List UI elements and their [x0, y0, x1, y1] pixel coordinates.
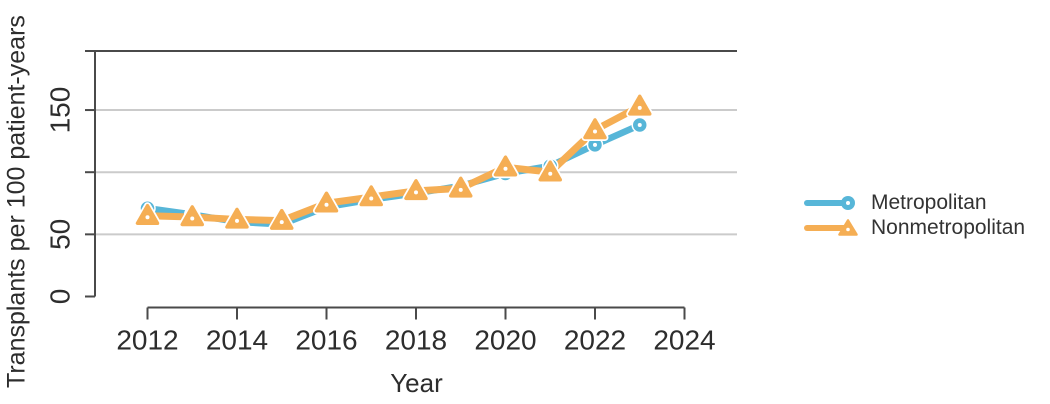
legend-marker-dot: [846, 201, 850, 205]
x-tick-label: 2018: [385, 324, 447, 355]
nonmetropolitan-marker-2021: [538, 160, 562, 182]
x-tick-label: 2020: [474, 324, 536, 355]
nonmetropolitan-marker-2022: [583, 118, 607, 140]
nonmetropolitan-marker-2023: [628, 94, 652, 116]
nonmetropolitan-line: [144, 102, 644, 225]
marker-center-dot: [458, 187, 463, 192]
y-tick-label: 50: [44, 219, 75, 250]
marker-center-dot: [145, 215, 150, 220]
y-tick-label: 0: [44, 289, 75, 305]
x-tick-label: 2012: [116, 324, 178, 355]
metropolitan-line: [144, 121, 643, 228]
x-tick-label: 2014: [206, 324, 268, 355]
y-tick-label: 150: [44, 87, 75, 134]
marker-center-dot: [235, 218, 239, 223]
legend-triangle-marker: [838, 219, 858, 236]
x-axis-title: Year: [390, 368, 443, 398]
marker-center-dot: [279, 220, 284, 225]
marker-center-dot: [324, 202, 329, 207]
nonmetropolitan-marker-2016: [314, 191, 339, 213]
nonmetropolitan-marker-2012: [135, 203, 160, 225]
nonmetropolitan-line-triangle-swatch-icon: [804, 219, 858, 236]
legend-item-metropolitan: Metropolitan: [804, 192, 1025, 214]
x-tick-label: 2016: [295, 324, 357, 355]
legend: Metropolitan Nonmetropolitan: [804, 192, 1025, 239]
metropolitan-line-circle-swatch-icon: [804, 196, 855, 210]
x-tick-label: 2022: [564, 324, 626, 355]
nonmetropolitan-marker-2014: [225, 207, 249, 229]
marker-center-dot: [548, 171, 553, 176]
marker-center-dot: [593, 129, 597, 134]
x-tick-label: 2024: [653, 324, 715, 355]
marker-center-dot: [414, 190, 418, 195]
nonmetropolitan-marker-2015: [270, 208, 294, 230]
legend-label-nonmetropolitan: Nonmetropolitan: [871, 216, 1026, 239]
marker-center-dot: [637, 105, 642, 110]
marker-center-dot: [503, 166, 508, 171]
nonmetropolitan-marker-2017: [359, 185, 383, 207]
legend-label-metropolitan: Metropolitan: [871, 191, 987, 214]
nonmetropolitan-marker-2013: [180, 205, 204, 227]
legend-item-nonmetropolitan: Nonmetropolitan: [804, 217, 1025, 239]
nonmetropolitan-marker-2018: [404, 179, 428, 201]
nonmetropolitan-marker-2020: [493, 155, 518, 177]
y-axis-title: Transplants per 100 patient-years: [2, 15, 31, 389]
legend-marker-dot: [846, 227, 850, 232]
marker-center-dot: [190, 216, 195, 221]
nonmetropolitan-marker-2019: [449, 176, 473, 198]
marker-center-dot: [369, 196, 374, 201]
marker-center-dot: [593, 142, 597, 147]
marker-center-dot: [637, 122, 642, 127]
